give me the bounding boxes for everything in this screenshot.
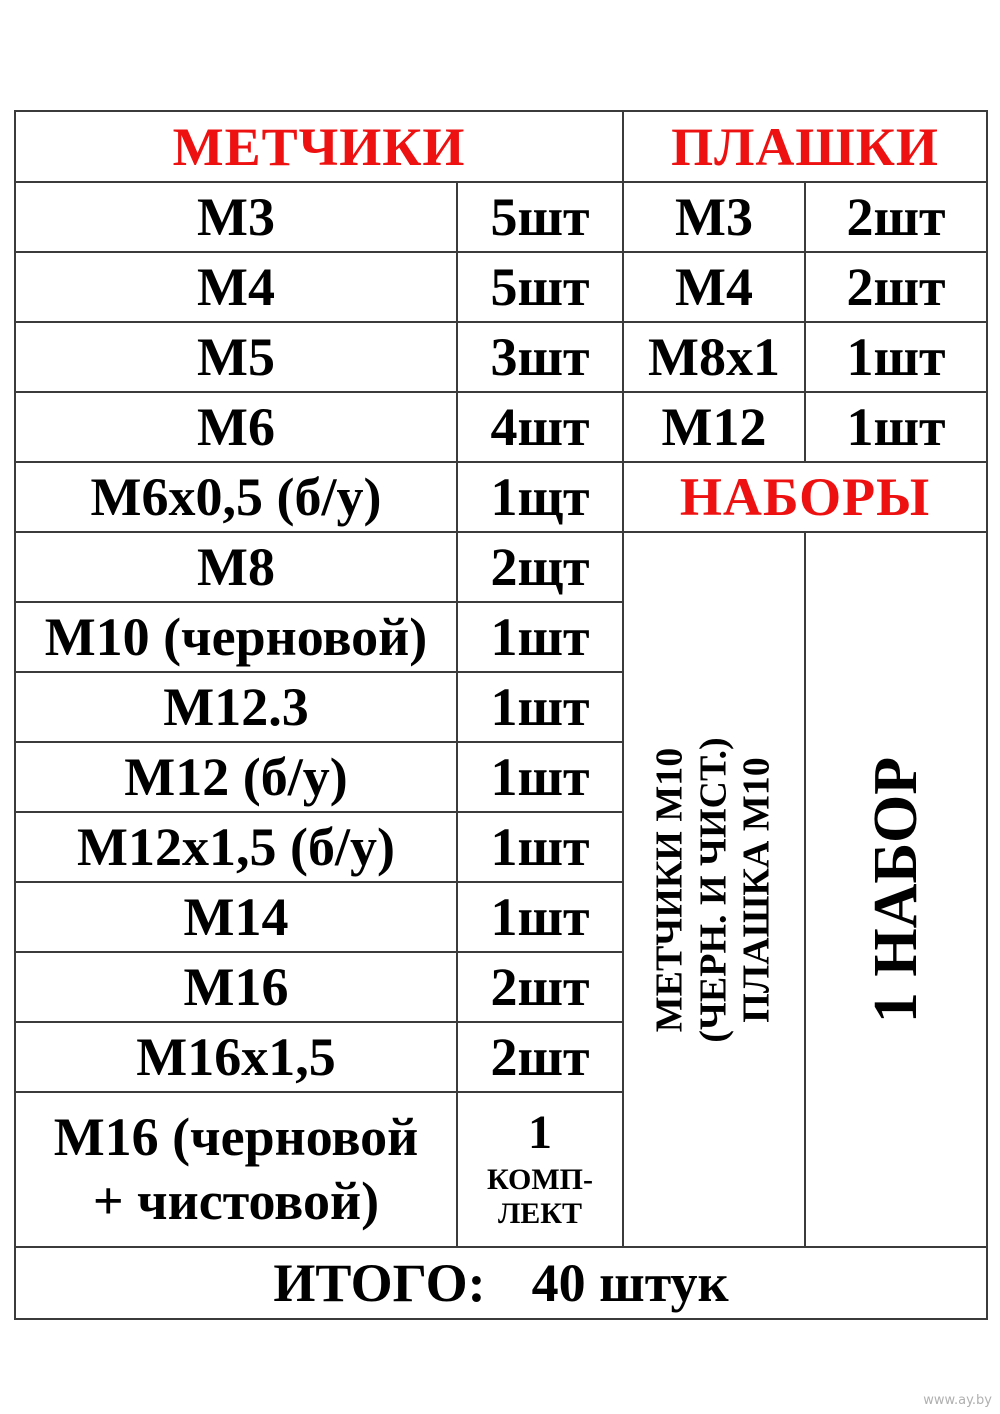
table-row: М10 (черновой) 1шт — [14, 601, 987, 673]
die-name: М8х1 — [622, 321, 807, 393]
tap-qty: 1шт — [455, 811, 625, 883]
table-row: М16х1,5 2шт — [14, 1021, 987, 1093]
die-name: М4 — [622, 251, 807, 323]
tap-qty: 1шт — [455, 671, 625, 743]
sets-description-line: (ЧЕРН. И ЧИСТ.) — [692, 736, 735, 1043]
tap-qty: 1шт — [455, 601, 625, 673]
table-row: М12.3 1шт — [14, 671, 987, 743]
watermark: www.ay.by — [923, 1393, 992, 1408]
tap-name: М12 (б/у) — [14, 741, 458, 813]
tap-name: М6х0,5 (б/у) — [14, 461, 458, 533]
table-row: М3 5шт М3 2шт — [14, 181, 989, 253]
table-row: М12х1,5 (б/у) 1шт — [14, 811, 987, 883]
komplekt-word-line1: КОМП- — [487, 1162, 593, 1196]
sets-section-header: НАБОРЫ — [622, 461, 989, 533]
total-value: 40 штук — [531, 1253, 729, 1313]
tap-qty: 2шт — [455, 951, 625, 1023]
tap-name: М14 — [14, 881, 458, 953]
table-row: М5 3шт М8х1 1шт — [14, 321, 989, 393]
die-name: М12 — [622, 391, 807, 463]
header-row: МЕТЧИКИ ПЛАШКИ — [13, 110, 989, 183]
tap-qty: 2щт — [455, 531, 625, 603]
table-row: М12 (б/у) 1шт — [14, 741, 987, 813]
taps-section-header: МЕТЧИКИ — [13, 110, 625, 183]
table-row: М4 5шт М4 2шт — [14, 251, 989, 323]
tap-name-two-line: М16 (черновой + чистовой) — [14, 1091, 458, 1248]
komplekt-word-line2: ЛЕКТ — [497, 1196, 583, 1230]
tap-name: М6 — [14, 391, 458, 463]
tap-name: М8 — [14, 531, 458, 603]
tap-name: М5 — [14, 321, 458, 393]
table-row: М14 1шт — [14, 881, 987, 953]
tap-qty: 1шт — [455, 881, 625, 953]
total-cell: ИТОГО: 40 штук — [13, 1246, 989, 1320]
table-row: М6х0,5 (б/у) 1щт НАБОРЫ — [14, 461, 989, 533]
inventory-table: МЕТЧИКИ ПЛАШКИ М3 5шт М3 2шт М4 5шт М4 2… — [13, 110, 989, 1320]
die-qty: 2шт — [804, 251, 989, 323]
tap-name: М3 — [14, 181, 458, 253]
tap-qty: 1щт — [455, 461, 625, 533]
tap-name: М4 — [14, 251, 458, 323]
die-qty: 1шт — [804, 321, 989, 393]
sets-description-line: ПЛАШКА М10 — [735, 756, 778, 1023]
total-label: ИТОГО: — [273, 1253, 486, 1313]
komplekt-number: 1 — [528, 1105, 552, 1159]
tap-name: М16 — [14, 951, 458, 1023]
tap-name-line2: + чистовой) — [92, 1170, 380, 1231]
tap-qty: 5шт — [455, 251, 625, 323]
table-row: М16 2шт — [14, 951, 987, 1023]
tap-qty: 2шт — [455, 1021, 625, 1093]
table-row: М8 2щт МЕТЧИКИ М10 (ЧЕРН. И ЧИСТ.) ПЛАШК… — [14, 531, 989, 1248]
tap-name-line1: М16 (черновой — [53, 1106, 419, 1167]
tap-qty: 4шт — [455, 391, 625, 463]
tap-qty-komplekt: 1 КОМП- ЛЕКТ — [455, 1091, 625, 1248]
tap-name: М10 (черновой) — [14, 601, 458, 673]
table-row: М6 4шт М12 1шт — [14, 391, 989, 463]
tap-name: М12.3 — [14, 671, 458, 743]
dies-section-header: ПЛАШКИ — [622, 110, 989, 183]
tap-qty: 1шт — [455, 741, 625, 813]
tap-name: М12х1,5 (б/у) — [14, 811, 458, 883]
total-row: ИТОГО: 40 штук — [13, 1246, 989, 1320]
die-name: М3 — [622, 181, 807, 253]
die-qty: 2шт — [804, 181, 989, 253]
sets-qty-cell: 1 НАБОР — [804, 531, 989, 1248]
sets-qty-rotated-text: 1 НАБОР — [862, 756, 931, 1023]
die-qty: 1шт — [804, 391, 989, 463]
table-row-tall: М16 (черновой + чистовой) 1 КОМП- ЛЕКТ — [14, 1091, 987, 1248]
tap-qty: 5шт — [455, 181, 625, 253]
tap-qty: 3шт — [455, 321, 625, 393]
tap-name: М16х1,5 — [14, 1021, 458, 1093]
sets-description-cell: МЕТЧИКИ М10 (ЧЕРН. И ЧИСТ.) ПЛАШКА М10 — [622, 531, 807, 1248]
sets-description-rotated-text: МЕТЧИКИ М10 (ЧЕРН. И ЧИСТ.) ПЛАШКА М10 — [648, 737, 779, 1042]
sets-description-line: МЕТЧИКИ М10 — [648, 747, 691, 1032]
